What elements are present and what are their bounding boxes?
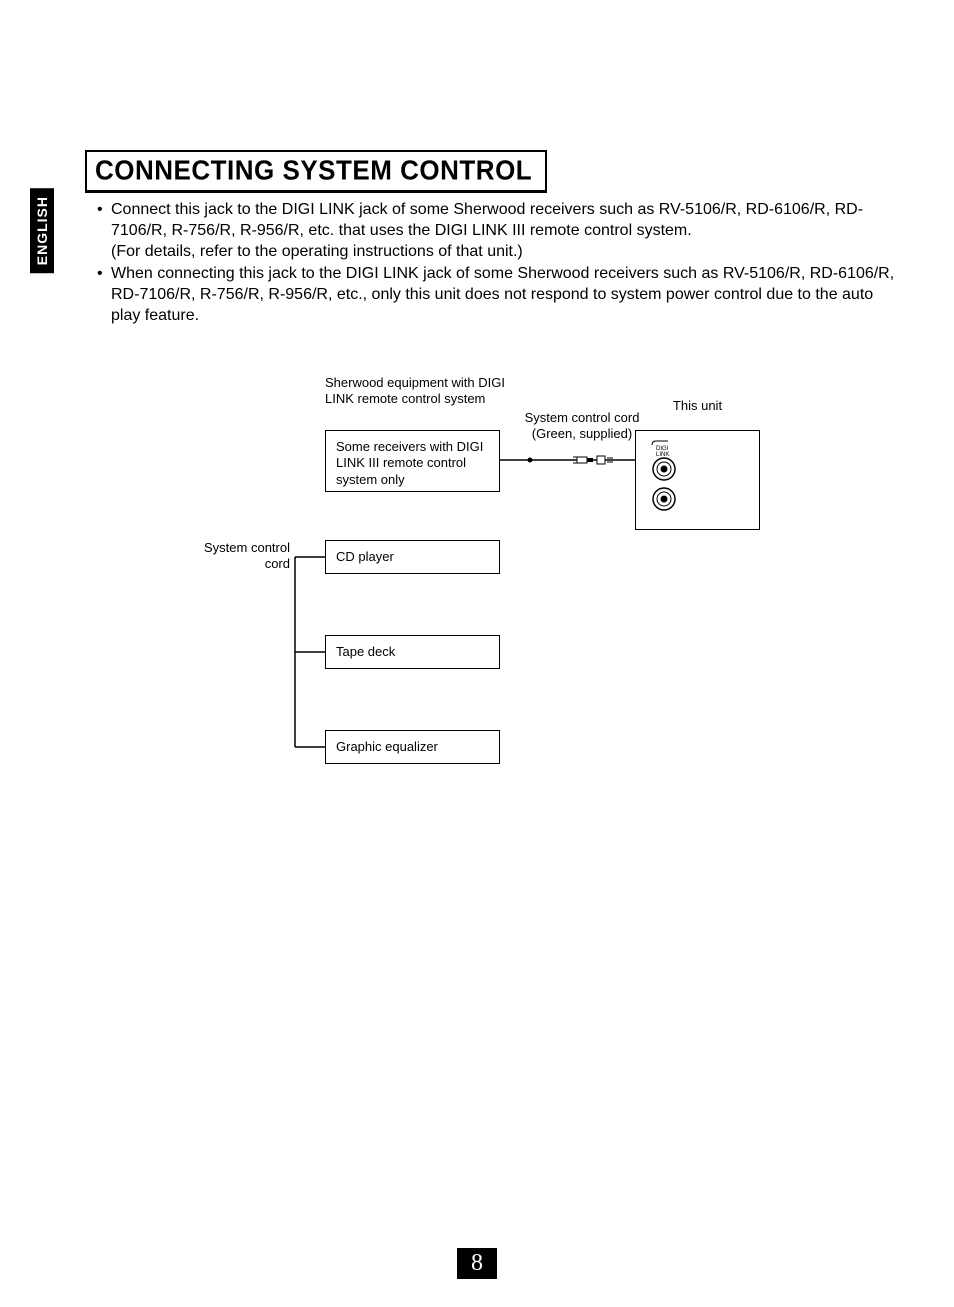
section-title: CONNECTING SYSTEM CONTROL [95,154,537,187]
bullet-1-line-2: (For details, refer to the operating ins… [111,243,523,260]
equipment-header-label: Sherwood equipment with DIGI LINK remote… [325,375,505,408]
this-unit-label: This unit [635,398,760,414]
graphic-eq-box: Graphic equalizer [325,730,500,764]
page-number: 8 [457,1248,497,1279]
bullet-2-line-1: When connecting this jack to the DIGI LI… [111,265,894,324]
bullet-1-line-1: Connect this jack to the DIGI LINK jack … [111,201,863,239]
side-cord-label: System control cord [200,540,290,573]
cord-label: System control cord (Green, supplied) [512,410,652,443]
digi-link-text-2: LINK [656,452,669,458]
bullet-1: Connect this jack to the DIGI LINK jack … [97,200,897,262]
connection-diagram: Sherwood equipment with DIGI LINK remote… [200,375,780,795]
language-tab: ENGLISH [30,188,54,273]
page: ENGLISH CONNECTING SYSTEM CONTROL Connec… [0,0,954,1307]
body-text: Connect this jack to the DIGI LINK jack … [97,200,897,329]
this-unit-box: DIGI LINK [635,430,760,530]
cd-player-box: CD player [325,540,500,574]
section-title-box: CONNECTING SYSTEM CONTROL [85,150,547,193]
tape-deck-box: Tape deck [325,635,500,669]
unit-jacks-svg: DIGI LINK [642,437,755,525]
receivers-box: Some receivers with DIGI LINK III remote… [325,430,500,492]
bullet-2: When connecting this jack to the DIGI LI… [97,264,897,326]
